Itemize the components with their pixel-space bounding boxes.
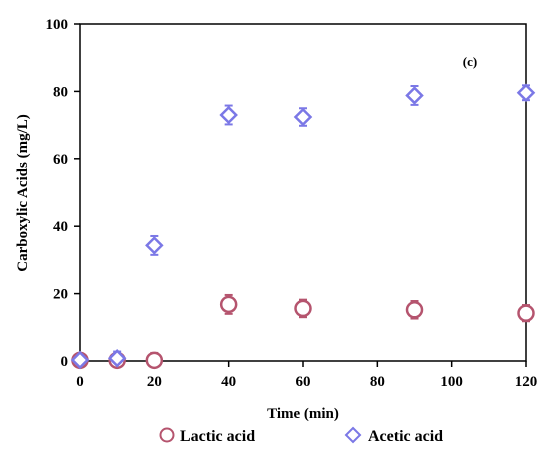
x-tick-label: 40 xyxy=(221,374,236,390)
y-axis: 0 20 40 60 80 100 xyxy=(46,17,80,370)
x-tick-label: 0 xyxy=(76,374,84,390)
lactic-acid-point xyxy=(294,299,312,318)
lactic-acid-point xyxy=(405,301,424,319)
lactic-acid-point xyxy=(145,351,164,370)
y-tick-label: 20 xyxy=(53,287,68,303)
x-tick-label: 80 xyxy=(370,374,385,390)
acetic-acid-point xyxy=(219,105,238,125)
x-tick-label: 100 xyxy=(440,374,463,390)
panel-label: (c) xyxy=(463,54,477,69)
lactic-acid-point xyxy=(517,304,535,322)
y-tick-label: 60 xyxy=(53,152,68,168)
acetic-acid-point xyxy=(516,83,536,103)
y-tick-label: 0 xyxy=(61,354,69,370)
acetic-acid-point xyxy=(145,236,164,255)
acetic-acid-point xyxy=(293,107,313,127)
legend-marker-acetic-acid xyxy=(344,426,362,444)
x-tick-label: 120 xyxy=(515,374,538,390)
x-tick-label: 20 xyxy=(147,374,162,390)
x-axis: 0 20 40 60 80 100 120 xyxy=(76,361,537,390)
x-tick-label: 60 xyxy=(296,374,311,390)
legend: Lactic acid Acetic acid xyxy=(159,426,443,445)
y-tick-label: 40 xyxy=(53,219,68,235)
legend-label-acetic-acid: Acetic acid xyxy=(368,428,443,445)
lactic-acid-point xyxy=(219,295,238,314)
acetic-acid-point xyxy=(70,350,90,370)
acetic-acid-point xyxy=(405,86,424,105)
y-tick-label: 80 xyxy=(53,84,68,100)
x-axis-title: Time (min) xyxy=(267,406,339,422)
acetic-acid-point xyxy=(107,349,127,368)
y-tick-label: 100 xyxy=(46,17,69,33)
legend-marker-lactic-acid xyxy=(159,427,175,443)
legend-label-lactic-acid: Lactic acid xyxy=(180,428,255,445)
y-axis-title: Carboxylic Acids (mg/L) xyxy=(15,114,31,272)
data-marks xyxy=(70,83,536,370)
